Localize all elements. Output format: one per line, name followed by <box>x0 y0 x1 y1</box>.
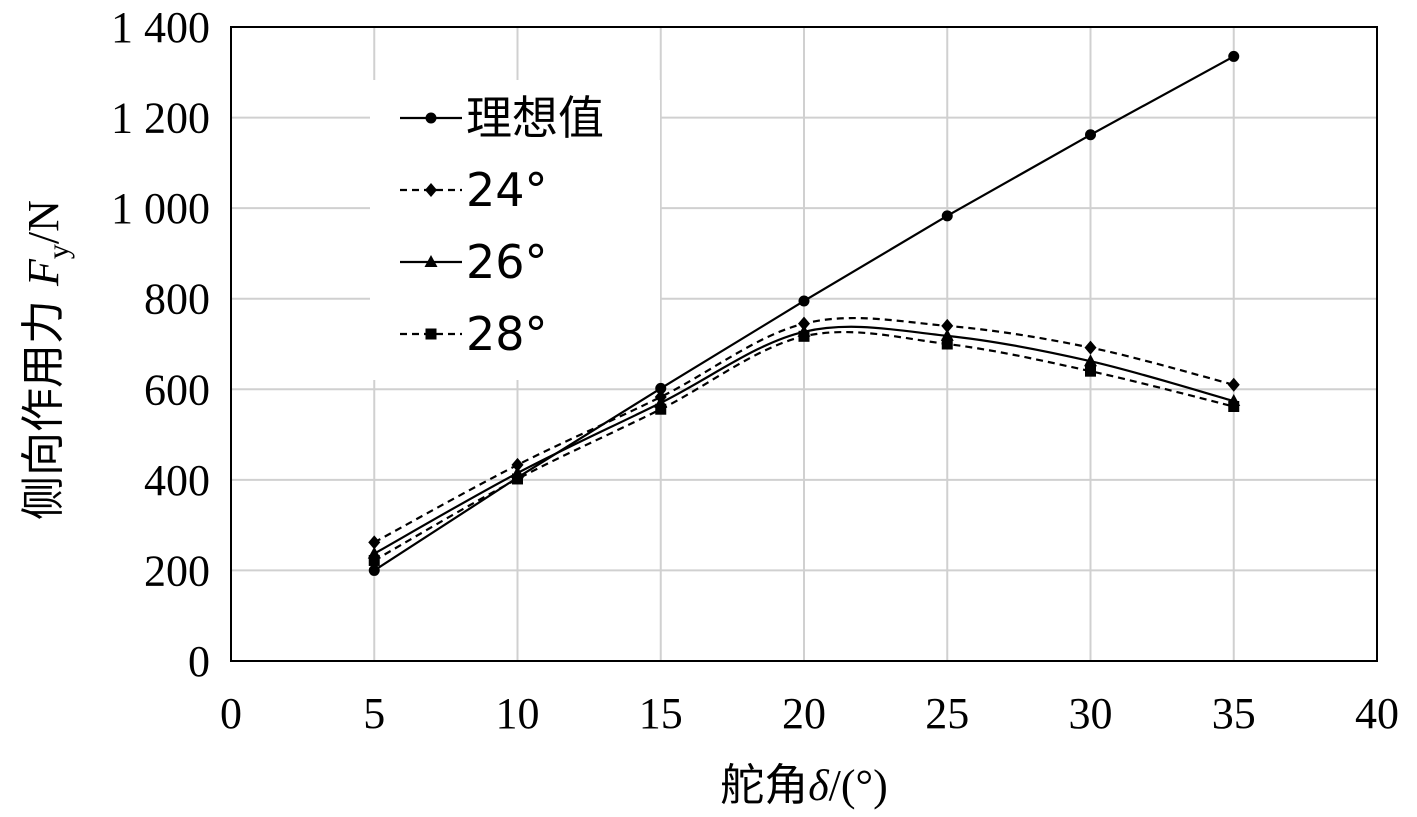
legend-item-2: 26° <box>400 235 548 289</box>
x-tick-label: 15 <box>639 689 683 738</box>
x-axis-title: 舵角δ/(°) <box>720 760 888 811</box>
x-tick-label: 0 <box>220 689 242 738</box>
y-tick-label: 200 <box>144 546 210 595</box>
data-point <box>1227 377 1240 392</box>
legend-label: 理想值 <box>466 91 604 145</box>
data-point <box>511 457 524 472</box>
legend-item-1: 24° <box>400 163 548 217</box>
data-point <box>940 328 954 341</box>
y-axis-title-symbol: F <box>19 258 68 287</box>
data-point <box>1228 400 1240 412</box>
data-point <box>1228 50 1240 62</box>
legend-marker <box>424 255 438 267</box>
series-3 <box>368 330 1240 566</box>
y-tick-label: 1 000 <box>111 184 210 233</box>
data-point <box>368 554 380 566</box>
legend-label: 24° <box>466 163 548 217</box>
x-tick-label: 40 <box>1355 689 1399 738</box>
data-point <box>941 210 953 222</box>
data-point <box>941 338 953 350</box>
series-layer <box>367 50 1241 576</box>
legend: 理想值 24° 26° 28° <box>400 91 604 361</box>
legend-item-0: 理想值 <box>400 91 604 145</box>
y-tick-label: 0 <box>188 637 210 686</box>
data-point <box>655 403 667 415</box>
legend-marker <box>425 112 437 124</box>
x-axis-title-unit: /(°) <box>829 761 888 810</box>
data-point <box>368 564 380 576</box>
x-axis-title-symbol: δ <box>808 761 830 810</box>
data-point <box>798 330 810 342</box>
y-axis-title-text: 侧向作用力 <box>18 286 69 520</box>
legend-item-3: 28° <box>400 307 548 361</box>
data-point <box>1084 354 1097 367</box>
legend-background <box>370 80 660 380</box>
data-point <box>368 535 381 550</box>
y-tick-label: 400 <box>144 456 210 505</box>
x-tick-label: 25 <box>925 689 969 738</box>
x-tick-label: 5 <box>363 689 385 738</box>
y-axis-title-subscript: y <box>42 244 75 259</box>
y-tick-label: 1 400 <box>111 3 210 52</box>
data-point <box>1085 365 1096 377</box>
plot-frame <box>230 26 1378 662</box>
data-point <box>1084 340 1097 355</box>
x-tick-label: 10 <box>496 689 540 738</box>
data-point <box>1085 129 1096 141</box>
data-point <box>798 295 810 307</box>
y-tick-label: 800 <box>144 275 210 324</box>
legend-marker <box>425 183 437 197</box>
y-axis-title-unit: /N <box>19 200 68 244</box>
y-tick-label: 1 200 <box>111 94 210 143</box>
y-axis-title: 侧向作用力 Fy/N <box>18 200 75 520</box>
x-tick-label: 30 <box>1069 689 1113 738</box>
y-tick-label: 600 <box>144 365 210 414</box>
legend-label: 26° <box>466 235 548 289</box>
legend-label: 28° <box>466 307 548 361</box>
data-point <box>512 473 523 485</box>
data-point <box>941 318 954 333</box>
data-point <box>798 316 810 331</box>
x-tick-label: 20 <box>782 689 826 738</box>
x-axis-title-text: 舵角 <box>720 760 808 811</box>
data-point <box>655 382 667 394</box>
x-tick-label: 35 <box>1212 689 1256 738</box>
legend-marker <box>425 328 437 340</box>
